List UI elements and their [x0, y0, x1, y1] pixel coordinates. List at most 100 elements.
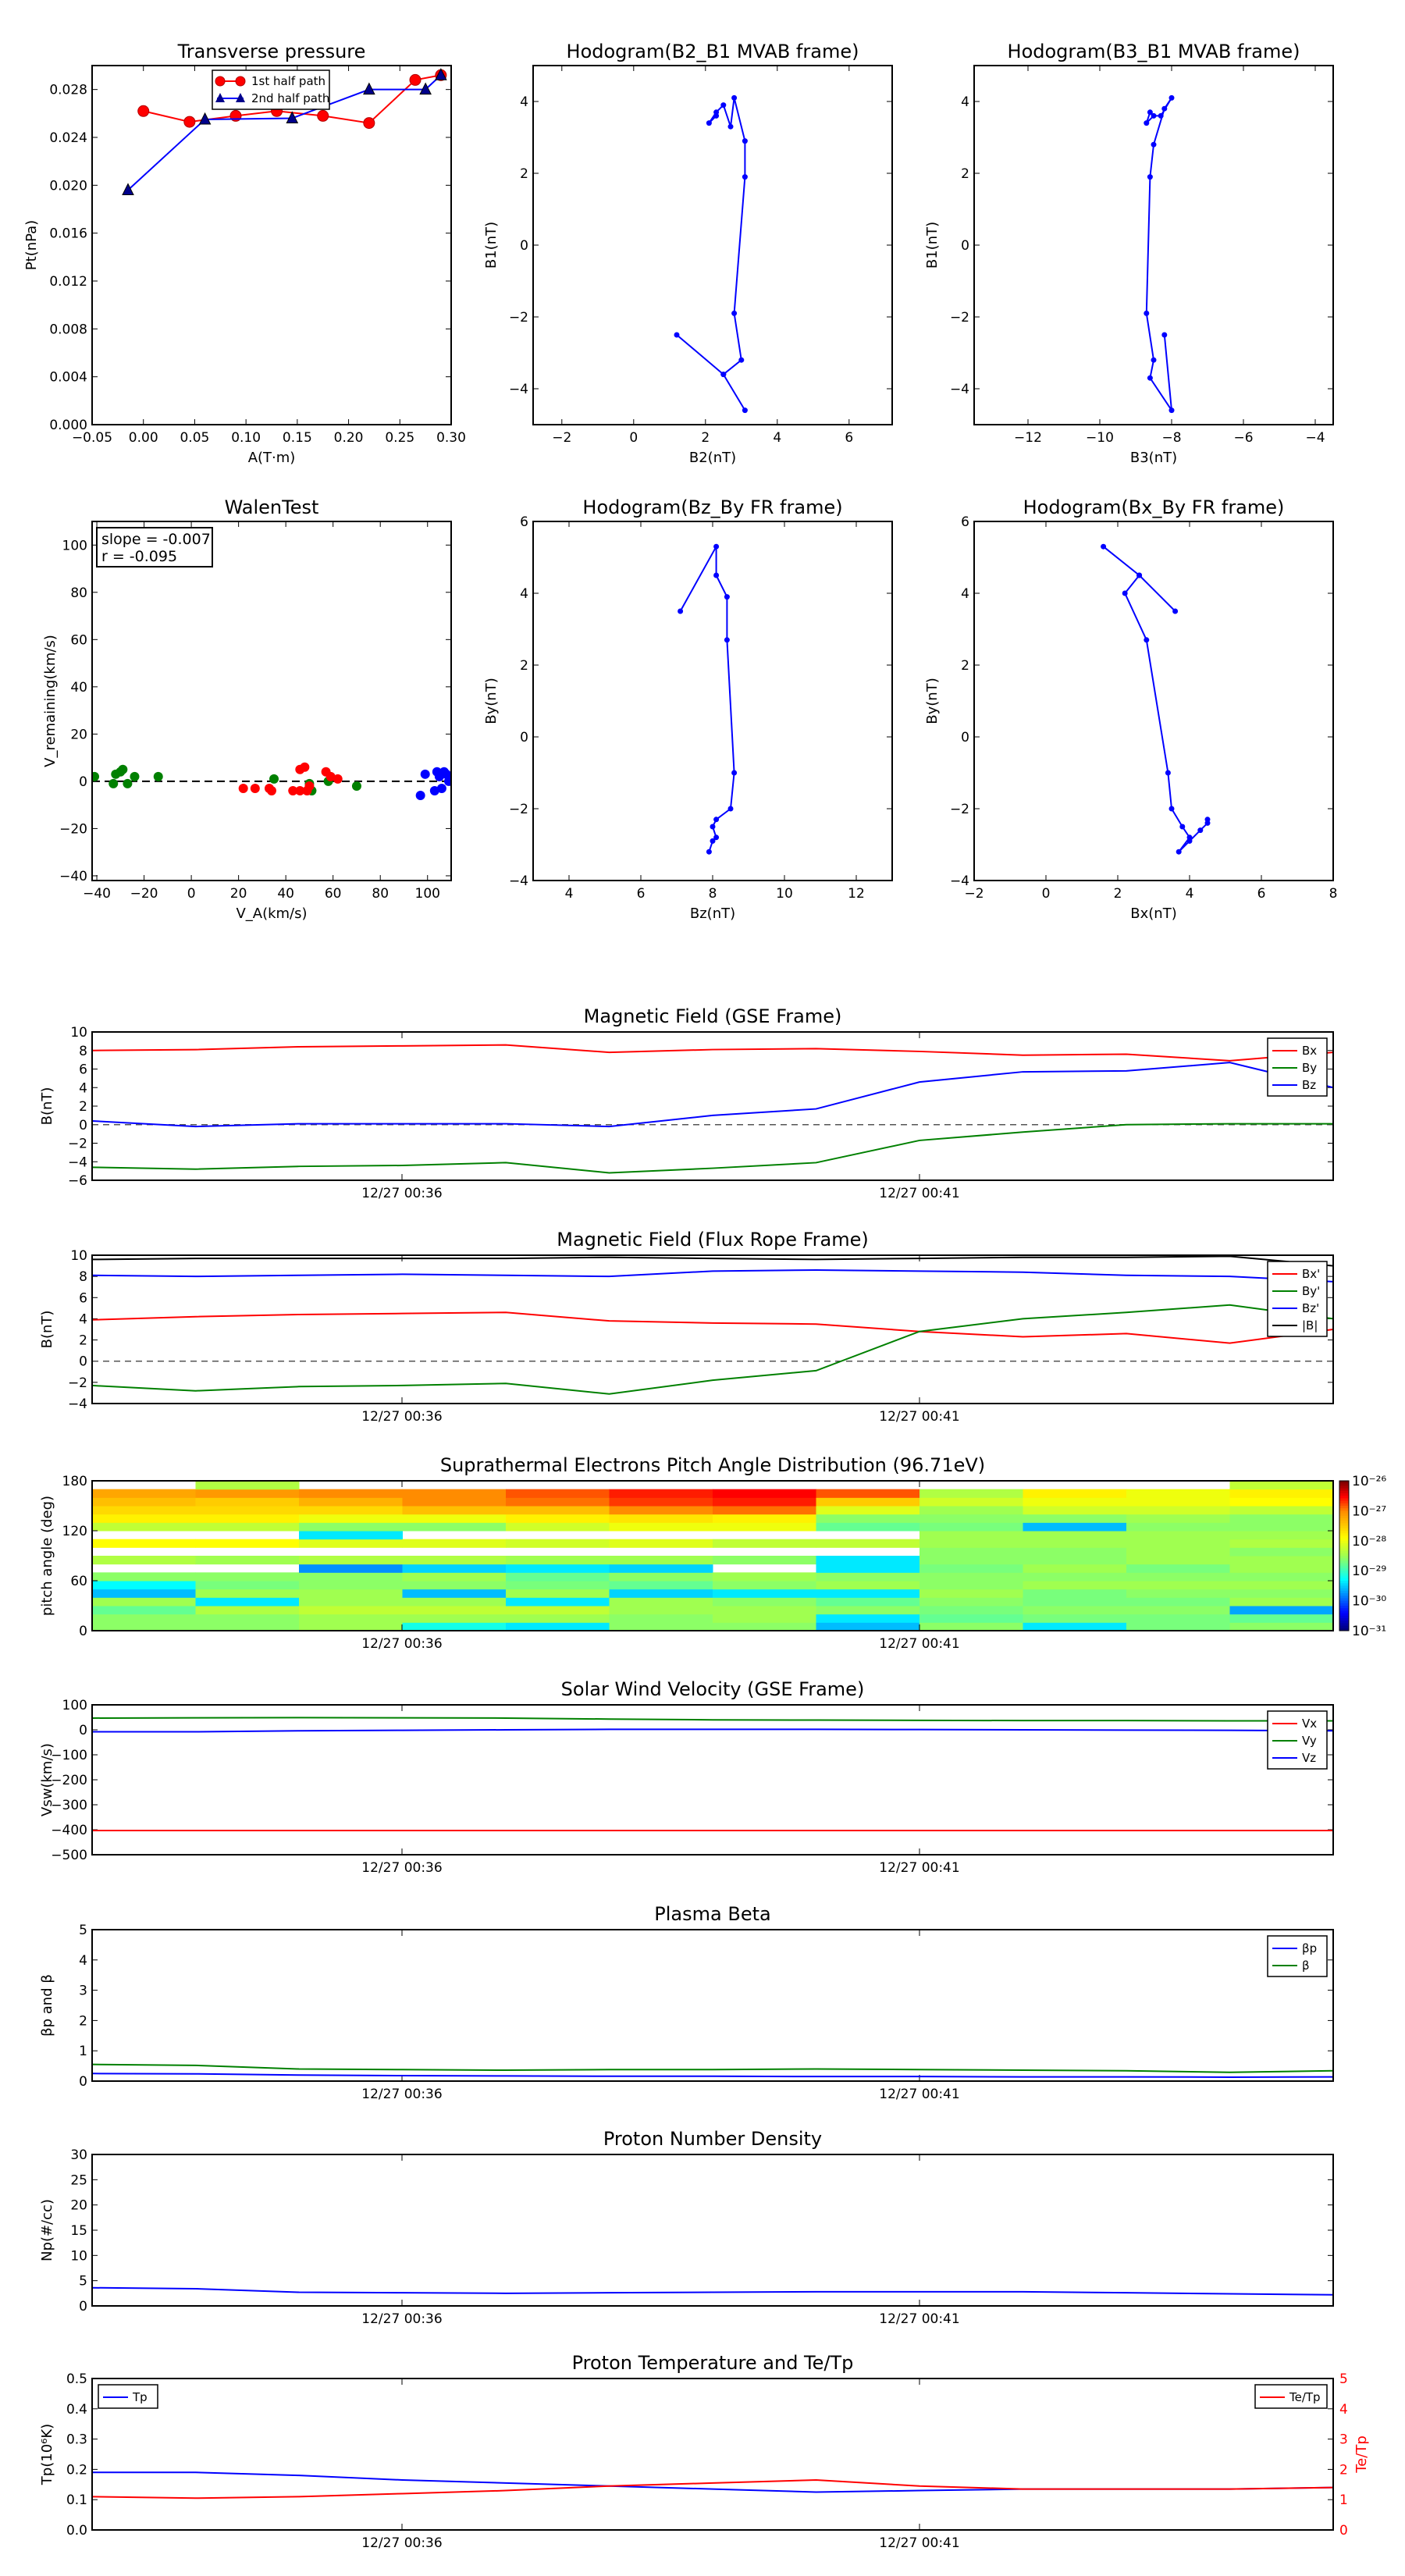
y-tick-label: −4: [509, 382, 528, 397]
y-axis-label: B(nT): [39, 1311, 55, 1349]
heatmap-cell: [402, 1581, 507, 1590]
heatmap-cell: [609, 1556, 713, 1565]
data-point: [1147, 375, 1153, 381]
y-axis-label: B1(nT): [483, 222, 500, 269]
heatmap-cell: [816, 1606, 920, 1615]
hodo4-title: Hodogram(Bx_By FR frame): [1023, 496, 1285, 518]
data-point: [300, 762, 310, 772]
beta-title: Plasma Beta: [654, 1903, 770, 1925]
heatmap-cell: [402, 1589, 507, 1598]
y-tick-label: 0: [79, 1354, 87, 1370]
data-point: [198, 112, 212, 125]
y-tick-label: −2: [950, 802, 969, 817]
y-axis-label: By(nT): [483, 678, 500, 724]
heatmap-cell: [506, 1556, 610, 1565]
x-tick-label: 100: [415, 886, 440, 902]
heatmap-cell: [816, 1622, 920, 1631]
y-tick-label: −500: [51, 1848, 87, 1863]
heatmap-cell: [92, 1622, 196, 1631]
x-tick-label: −40: [83, 886, 111, 902]
heatmap-cell: [816, 1556, 920, 1565]
heatmap-cell: [92, 1556, 196, 1565]
data-point: [1176, 849, 1182, 855]
legend-label: Vx: [1302, 1717, 1317, 1731]
data-point: [720, 102, 727, 109]
heatmap-cell: [299, 1531, 403, 1540]
heatmap-cell: [402, 1522, 507, 1532]
heatmap-cell: [609, 1497, 713, 1507]
heatmap-cell: [506, 1489, 610, 1498]
data-point: [436, 783, 446, 793]
heatmap-cell: [299, 1522, 403, 1532]
series-line-β: [91, 2063, 1334, 2073]
legend-marker: [215, 76, 226, 87]
data-point: [724, 594, 730, 600]
heatmap-cell: [1023, 1614, 1127, 1623]
data-point: [713, 834, 720, 841]
heatmap-cell: [1126, 1522, 1230, 1532]
heatmap-cell: [92, 1514, 196, 1523]
heatmap-cell: [816, 1581, 920, 1590]
heatmap-cell: [299, 1622, 403, 1631]
heatmap-cell: [1023, 1539, 1127, 1548]
heatmap-cell: [1126, 1581, 1230, 1590]
colorbar-segment: [1339, 1600, 1349, 1604]
heatmap-cell: [713, 1506, 816, 1515]
colorbar-segment: [1339, 1615, 1349, 1619]
y-tick-label: −40: [59, 869, 87, 884]
y-tick-label: 5: [79, 2274, 87, 2290]
heatmap-cell: [402, 1556, 507, 1565]
data-point: [731, 94, 738, 101]
y-tick-label: 2: [961, 658, 969, 674]
colorbar-segment: [1339, 1613, 1349, 1617]
x-tick-label: 0: [629, 430, 638, 446]
heatmap-cell: [506, 1506, 610, 1515]
y-tick-label: 0.3: [66, 2432, 87, 2448]
y-tick-label: 0.2: [66, 2462, 87, 2478]
y-tick-label: 4: [79, 1953, 87, 1969]
data-point: [724, 637, 730, 643]
x-axis-label: Bz(nT): [690, 906, 735, 922]
heatmap-cell: [92, 1489, 196, 1498]
plot-area: [1101, 543, 1211, 855]
y-tick-label: −400: [51, 1823, 87, 1838]
heatmap-cell: [1229, 1622, 1334, 1631]
colorbar-label: 10⁻²⁸: [1352, 1534, 1386, 1550]
heatmap-cell: [1023, 1581, 1127, 1590]
data-point: [706, 849, 712, 855]
pad-panel: Suprathermal Electrons Pitch Angle Distr…: [39, 1454, 1386, 1652]
heatmap-cell: [1229, 1481, 1334, 1490]
y-tick-label: 2: [961, 166, 969, 182]
heatmap-cell: [1229, 1589, 1334, 1598]
plot-area: [92, 762, 451, 801]
x-tick-label: 6: [637, 886, 646, 902]
y-tick-label: 2: [79, 1099, 87, 1115]
series-line-|B|: [91, 1255, 1334, 1267]
colorbar-segment: [1339, 1546, 1349, 1549]
np-panel: Proton Number Density 0 5 10 15 20 25 30 Np(#/cc…: [39, 2128, 1334, 2327]
plot-frame: [91, 521, 452, 881]
y-tick-label: 0: [520, 730, 528, 745]
x-tick-label: −8: [1161, 430, 1181, 446]
heatmap-cell: [299, 1564, 403, 1573]
colorbar-label: 10⁻³¹: [1352, 1624, 1386, 1639]
data-point: [1136, 572, 1143, 578]
colorbar-segment: [1339, 1571, 1349, 1574]
colorbar-segment: [1339, 1481, 1349, 1484]
heatmap-cell: [816, 1614, 920, 1623]
colorbar-segment: [1339, 1553, 1349, 1557]
colorbar-segment: [1339, 1518, 1349, 1521]
series-line-Vy: [91, 1717, 1333, 1722]
y-tick-label: 0.000: [49, 418, 87, 433]
heatmap-cell: [919, 1514, 1023, 1523]
data-point: [1165, 770, 1171, 776]
x-tick-label: 12/27 00:41: [879, 1860, 959, 1876]
heatmap-cell: [195, 1581, 300, 1590]
heatmap-cell: [713, 1497, 816, 1507]
legend-marker: [236, 93, 245, 102]
y-tick-label: 30: [70, 2147, 87, 2163]
y-axis-label: βp and β: [39, 1974, 55, 2037]
x-tick-label: 12/27 00:36: [361, 2311, 442, 2327]
x-tick-label: 12/27 00:36: [361, 1409, 442, 1425]
colorbar-segment: [1339, 1581, 1349, 1584]
